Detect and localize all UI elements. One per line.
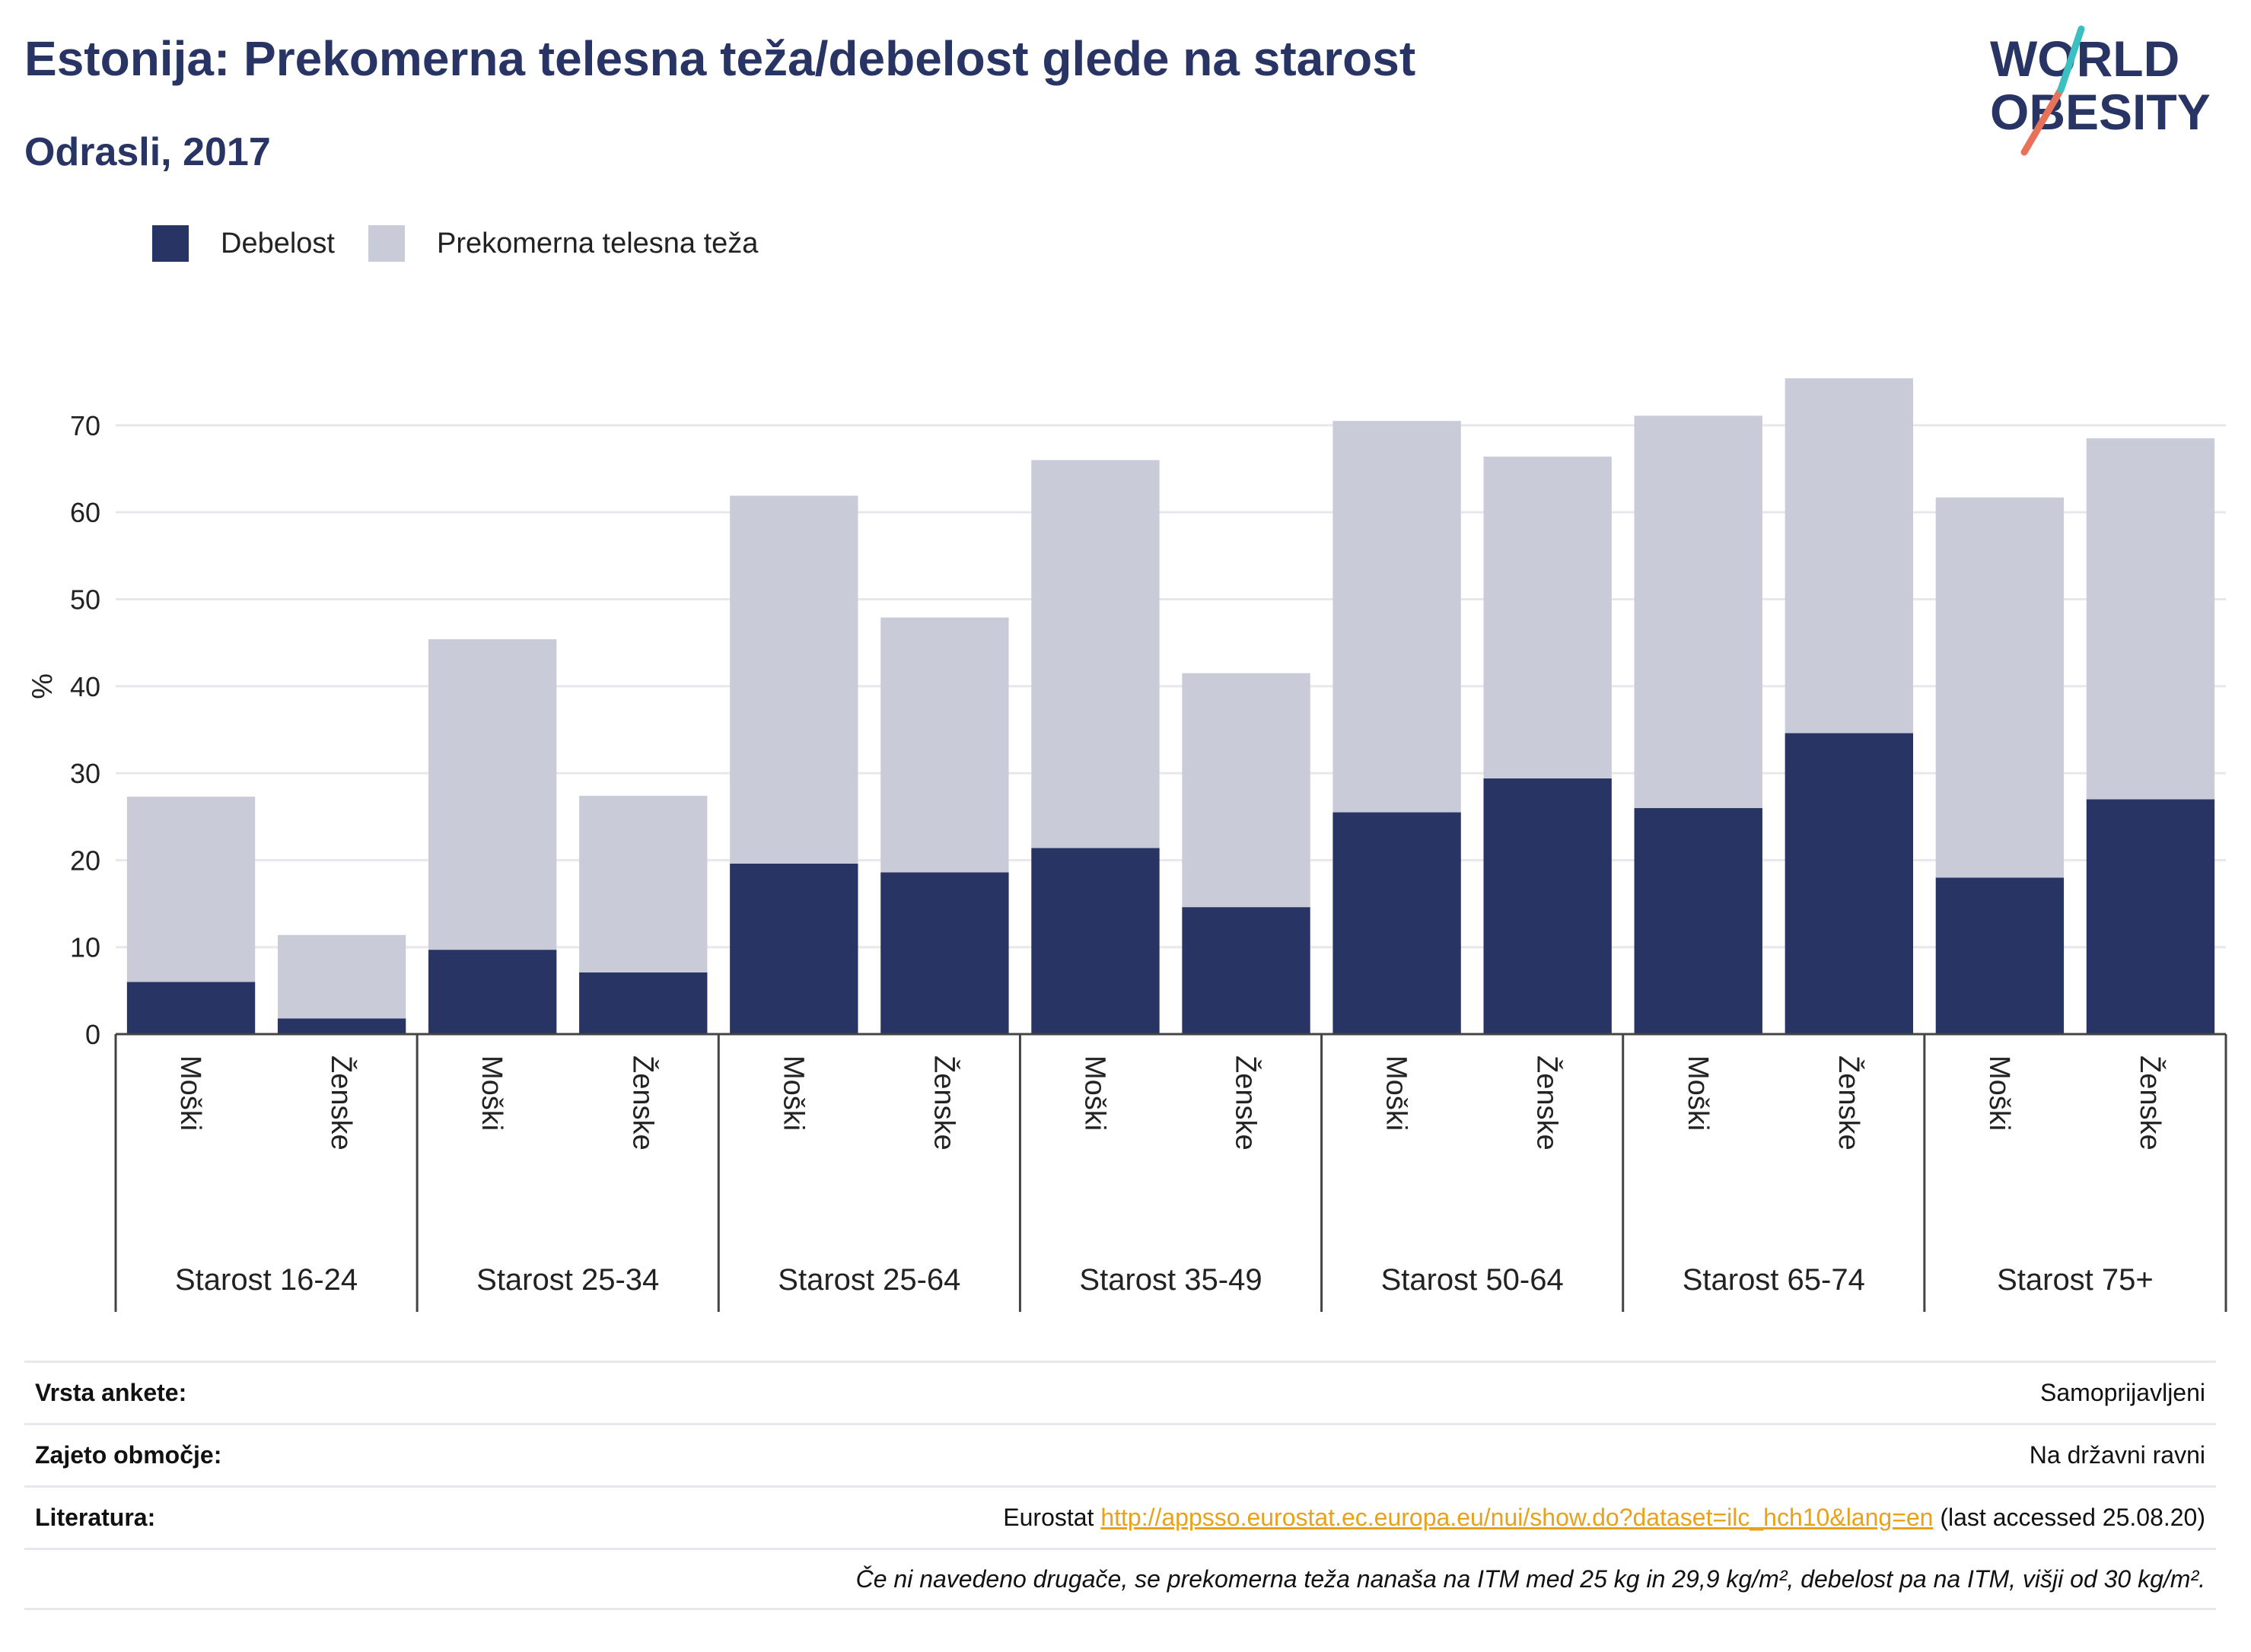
x-tick-label: Moški xyxy=(1682,1055,1714,1131)
bar-obesity xyxy=(880,872,1009,1034)
x-tick-label: Ženske xyxy=(2134,1055,2167,1151)
bar-obesity xyxy=(428,950,557,1034)
group-label: Starost 25-34 xyxy=(476,1263,659,1297)
x-tick-label: Moški xyxy=(476,1055,508,1131)
meta-row-note: Če ni navedeno drugače, se prekomerna te… xyxy=(24,1548,2216,1610)
survey-type-value: Samoprijavljeni xyxy=(2040,1379,2205,1406)
group-label: Starost 25-64 xyxy=(778,1263,960,1297)
bar-overweight xyxy=(2086,438,2215,800)
bar-obesity xyxy=(126,982,256,1034)
literature-prefix: Eurostat xyxy=(1003,1504,1094,1531)
legend-swatch-obesity xyxy=(152,225,189,262)
legend-item-overweight: Prekomerna telesna teža xyxy=(368,225,758,262)
chart-subtitle: Odrasli, 2017 xyxy=(24,130,271,174)
x-tick-label: Ženske xyxy=(1230,1055,1262,1151)
world-obesity-logo: WORLD OBESITY xyxy=(1990,25,2211,156)
bar-obesity xyxy=(1935,877,2065,1034)
y-tick-label: 60 xyxy=(70,497,100,528)
legend-label-obesity: Debelost xyxy=(221,227,335,259)
bar-overweight xyxy=(1785,378,1914,734)
chart-title: Estonija: Prekomerna telesna teža/debelo… xyxy=(24,31,1416,86)
x-tick-label: Ženske xyxy=(1531,1055,1564,1151)
bar-overweight xyxy=(1935,497,2065,878)
group-label: Starost 35-49 xyxy=(1079,1263,1262,1297)
bar-overweight xyxy=(1182,673,1310,908)
y-axis-label: % xyxy=(27,673,59,699)
chart-legend: Debelost Prekomerna telesna teža xyxy=(152,225,791,262)
bar-obesity xyxy=(579,972,708,1034)
literature-label: Literatura: xyxy=(35,1504,156,1531)
x-tick-label: Ženske xyxy=(928,1055,960,1151)
x-tick-label: Moški xyxy=(174,1055,206,1131)
group-label: Starost 16-24 xyxy=(175,1263,358,1297)
bar-obesity xyxy=(2086,799,2215,1034)
y-tick-label: 10 xyxy=(70,932,100,963)
svg-text:OBESITY: OBESITY xyxy=(1990,84,2211,140)
bar-overweight xyxy=(277,934,406,1019)
coverage-area-label: Zajeto območje: xyxy=(35,1441,222,1469)
definition-note: Če ni navedeno drugače, se prekomerna te… xyxy=(855,1564,2205,1593)
y-tick-label: 0 xyxy=(85,1019,100,1050)
legend-label-overweight: Prekomerna telesna teža xyxy=(436,227,759,259)
bar-overweight xyxy=(880,617,1009,873)
survey-type-label: Vrsta ankete: xyxy=(35,1379,187,1406)
y-tick-label: 40 xyxy=(70,671,100,702)
x-tick-label: Moški xyxy=(777,1055,809,1131)
x-tick-label: Moški xyxy=(1380,1055,1412,1131)
literature-link[interactable]: http://appsso.eurostat.ec.europa.eu/nui/… xyxy=(1100,1504,1934,1531)
y-tick-label: 50 xyxy=(70,584,100,616)
bar-overweight xyxy=(730,495,858,864)
bar-obesity xyxy=(1483,778,1612,1034)
legend-swatch-overweight xyxy=(368,225,405,262)
bar-overweight xyxy=(579,795,708,972)
bar-obesity xyxy=(730,863,858,1034)
literature-suffix: (last accessed 25.08.20) xyxy=(1940,1504,2205,1531)
bar-obesity xyxy=(1634,807,1762,1034)
coverage-area-value: Na državni ravni xyxy=(2029,1441,2205,1469)
x-tick-label: Moški xyxy=(1983,1055,2015,1131)
bar-overweight xyxy=(1332,421,1461,813)
bar-obesity xyxy=(1031,848,1160,1034)
literature-value: Eurostat http://appsso.eurostat.ec.europ… xyxy=(1003,1504,2205,1532)
bar-obesity xyxy=(1332,812,1461,1034)
metadata-table: Vrsta ankete: Samoprijavljeni Zajeto obm… xyxy=(24,1361,2216,1610)
y-tick-label: 70 xyxy=(70,410,100,441)
x-tick-label: Moški xyxy=(1078,1055,1110,1131)
group-label: Starost 75+ xyxy=(1997,1263,2154,1297)
bar-obesity xyxy=(1785,733,1914,1034)
bar-overweight xyxy=(1031,460,1160,848)
x-tick-label: Ženske xyxy=(325,1055,358,1151)
group-label: Starost 50-64 xyxy=(1381,1263,1564,1297)
bar-obesity xyxy=(277,1018,406,1034)
bar-overweight xyxy=(428,639,557,950)
bar-overweight xyxy=(126,796,256,982)
meta-row-literature: Literatura: Eurostat http://appsso.euros… xyxy=(24,1485,2216,1548)
legend-item-obesity: Debelost xyxy=(152,225,335,262)
y-tick-label: 20 xyxy=(70,845,100,876)
bar-obesity xyxy=(1182,907,1310,1034)
bar-chart: 0 10 20 30 40 50 60 70% Moški Ženske Moški Ženske Mo… xyxy=(27,378,2227,1312)
y-tick-label: 30 xyxy=(70,758,100,789)
x-tick-label: Ženske xyxy=(1832,1055,1865,1151)
meta-row-area: Zajeto območje: Na državni ravni xyxy=(24,1423,2216,1485)
bar-overweight xyxy=(1634,415,1762,808)
x-tick-label: Ženske xyxy=(626,1055,659,1151)
bar-overweight xyxy=(1483,457,1612,778)
meta-row-survey: Vrsta ankete: Samoprijavljeni xyxy=(24,1361,2216,1423)
group-label: Starost 65-74 xyxy=(1683,1263,1865,1297)
svg-text:WORLD: WORLD xyxy=(1990,30,2179,87)
